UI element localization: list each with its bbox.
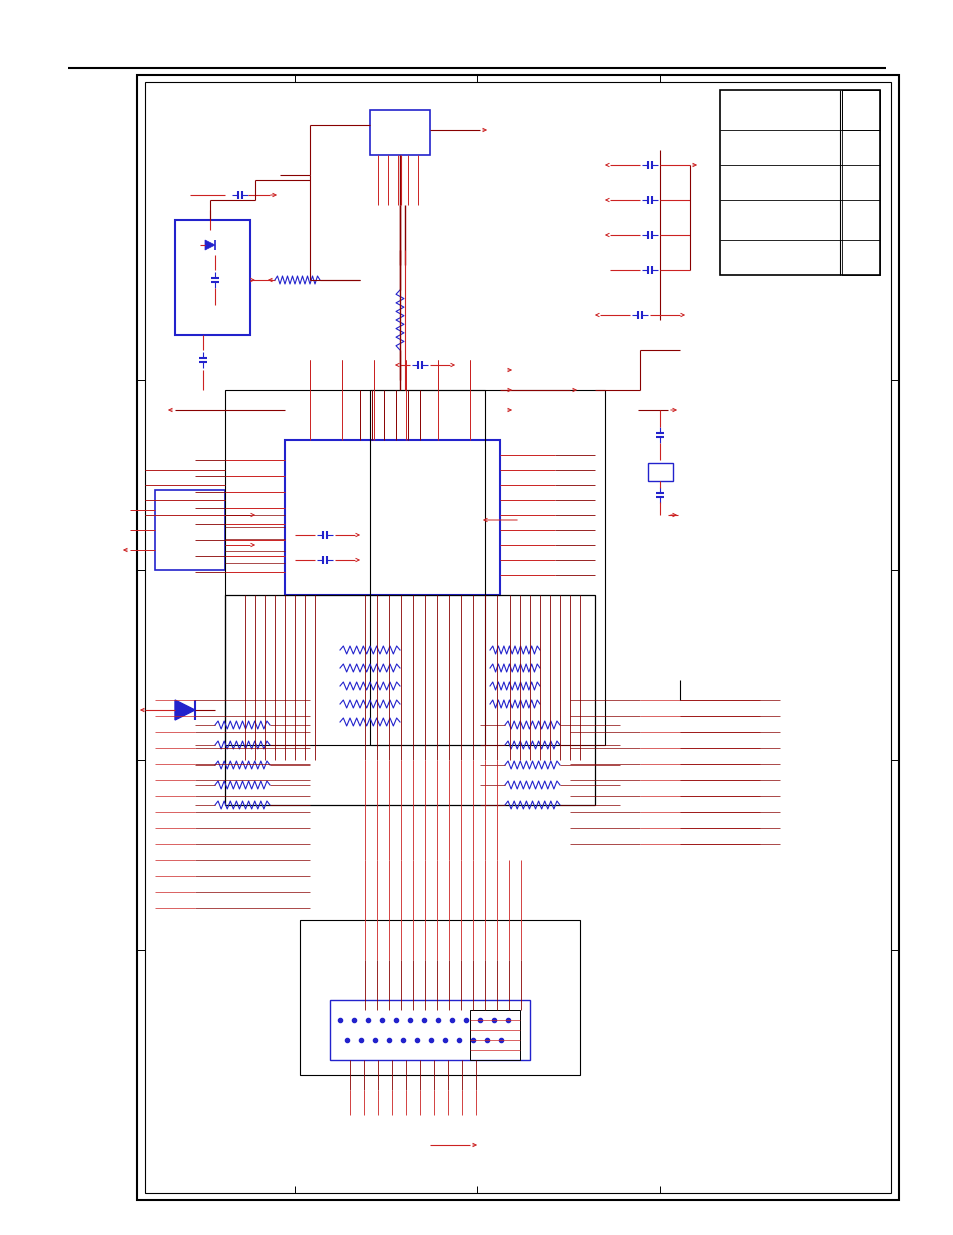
Bar	[841, 90, 879, 275]
Bar	[225, 390, 484, 745]
Bar	[137, 75, 898, 1200]
Bar	[647, 463, 672, 480]
Bar	[370, 390, 604, 745]
Bar	[720, 90, 879, 275]
Bar	[299, 920, 579, 1074]
Bar	[841, 90, 879, 130]
Bar	[225, 595, 595, 805]
Polygon shape	[205, 240, 214, 249]
Bar	[470, 1010, 519, 1060]
Polygon shape	[174, 700, 194, 720]
Bar	[154, 490, 225, 571]
Bar	[330, 1000, 530, 1060]
Bar	[145, 82, 890, 1193]
Bar	[174, 220, 250, 335]
Bar	[370, 110, 430, 156]
Bar	[285, 440, 499, 595]
